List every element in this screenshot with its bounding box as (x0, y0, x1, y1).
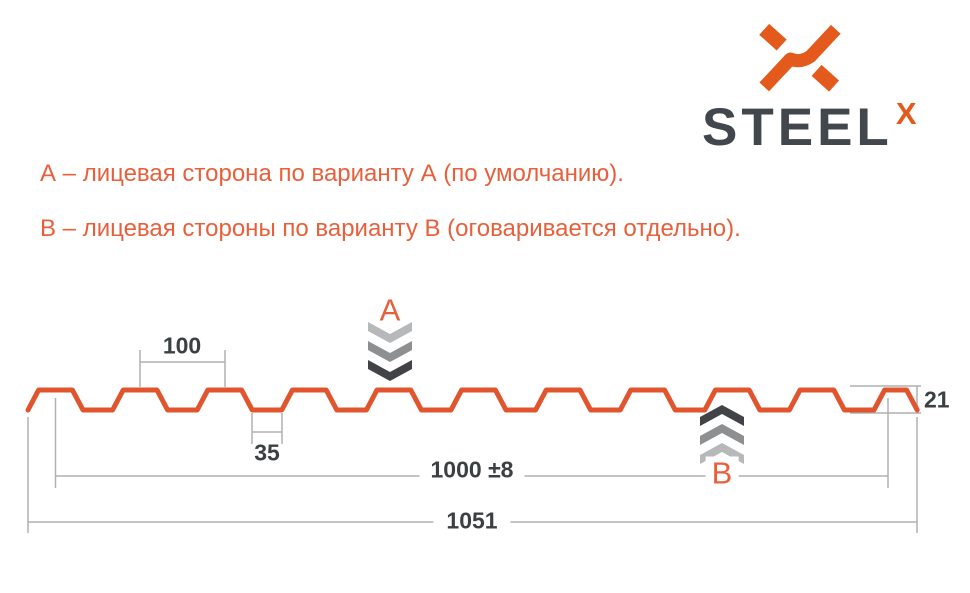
dim-working-width-label: 1000 ±8 (419, 456, 525, 484)
dim-wave-pitch-lines (139, 350, 226, 387)
side-a-chevrons-icon (368, 322, 412, 381)
dimension-lines (27, 350, 921, 533)
note-variant-a: А – лицевая сторона по варианту А (по ум… (40, 160, 624, 187)
profile-outline (25, 387, 920, 413)
marker-side-b: В (705, 456, 739, 490)
brand-suffix: X (895, 96, 917, 131)
dim-rib-width-lines (251, 413, 283, 444)
dim-height-label: 21 (924, 386, 950, 413)
brand-name: STEEL (702, 98, 893, 157)
steelx-logo-x-icon (759, 23, 841, 92)
note-variant-b: В – лицевая стороны по варианту В (огова… (40, 215, 741, 242)
dim-overall-width-label: 1051 (433, 507, 511, 535)
side-b-chevrons-icon (700, 405, 744, 464)
marker-side-a: А (379, 292, 401, 328)
brand-wordmark: STEELX (702, 98, 917, 157)
dim-rib-width-label: 35 (254, 439, 280, 466)
dim-wave-pitch-label: 100 (162, 332, 202, 359)
